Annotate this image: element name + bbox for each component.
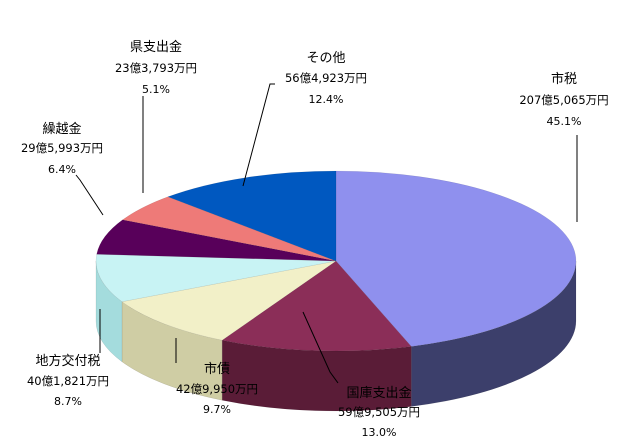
leader-line-6: [242, 83, 275, 187]
slice-amount: 59億9,505万円: [338, 405, 420, 419]
slice-percent: 9.7%: [203, 403, 231, 416]
slice-name: その他: [306, 51, 345, 66]
slice-name: 地方交付税: [35, 353, 100, 369]
slice-percent: 13.0%: [362, 426, 397, 439]
slice-name: 県支出金: [130, 39, 182, 55]
pie-slice-5: [122, 196, 337, 262]
slice-percent: 5.1%: [142, 83, 170, 96]
pie-slices: [95, 170, 577, 352]
slice-amount: 23億3,793万円: [115, 61, 197, 75]
slice-label-shizei: 市税 207億5,065万円 45.1%: [519, 71, 608, 128]
slice-amount: 42億9,950万円: [176, 382, 258, 396]
slice-label-shisai: 市債 42億9,950万円 9.7%: [176, 361, 258, 416]
pie-slice-4: [96, 219, 337, 262]
slice-percent: 8.7%: [54, 395, 82, 408]
pie-slice-2: [121, 260, 337, 341]
slice-amount: 56億4,923万円: [285, 71, 367, 85]
slice-name: 市債: [204, 361, 230, 377]
slice-label-kofuzei: 地方交付税 40億1,821万円 8.7%: [27, 353, 109, 408]
pie-slice-0: [335, 170, 577, 347]
slice-label-kokko: 国庫支出金 59億9,505万円 13.0%: [338, 385, 420, 439]
pie-slice-3: [95, 253, 337, 302]
leader-lines: [75, 83, 578, 384]
slice-percent: 6.4%: [48, 163, 76, 176]
slice-amount: 29億5,993万円: [21, 141, 103, 155]
slice-amount: 207億5,065万円: [519, 93, 608, 107]
slice-label-kurikoshi: 繰越金 29億5,993万円 6.4%: [21, 121, 103, 176]
slice-percent: 12.4%: [309, 93, 344, 106]
slice-name: 市税: [551, 71, 577, 87]
pie-side-3: [95, 260, 123, 363]
pie-slice-1: [221, 260, 412, 352]
pie-side-2: [121, 301, 223, 401]
pie-sides: [95, 260, 577, 412]
leader-line-1: [302, 311, 339, 384]
slice-name: 国庫支出金: [346, 385, 411, 401]
slice-percent: 45.1%: [547, 115, 582, 128]
slice-amount: 40億1,821万円: [27, 374, 109, 388]
slice-name: 繰越金: [42, 121, 81, 137]
slice-label-ken: 県支出金 23億3,793万円 5.1%: [115, 39, 197, 96]
leader-line-4: [75, 174, 104, 216]
slice-label-sonota: その他 56億4,923万円 12.4%: [285, 51, 367, 106]
